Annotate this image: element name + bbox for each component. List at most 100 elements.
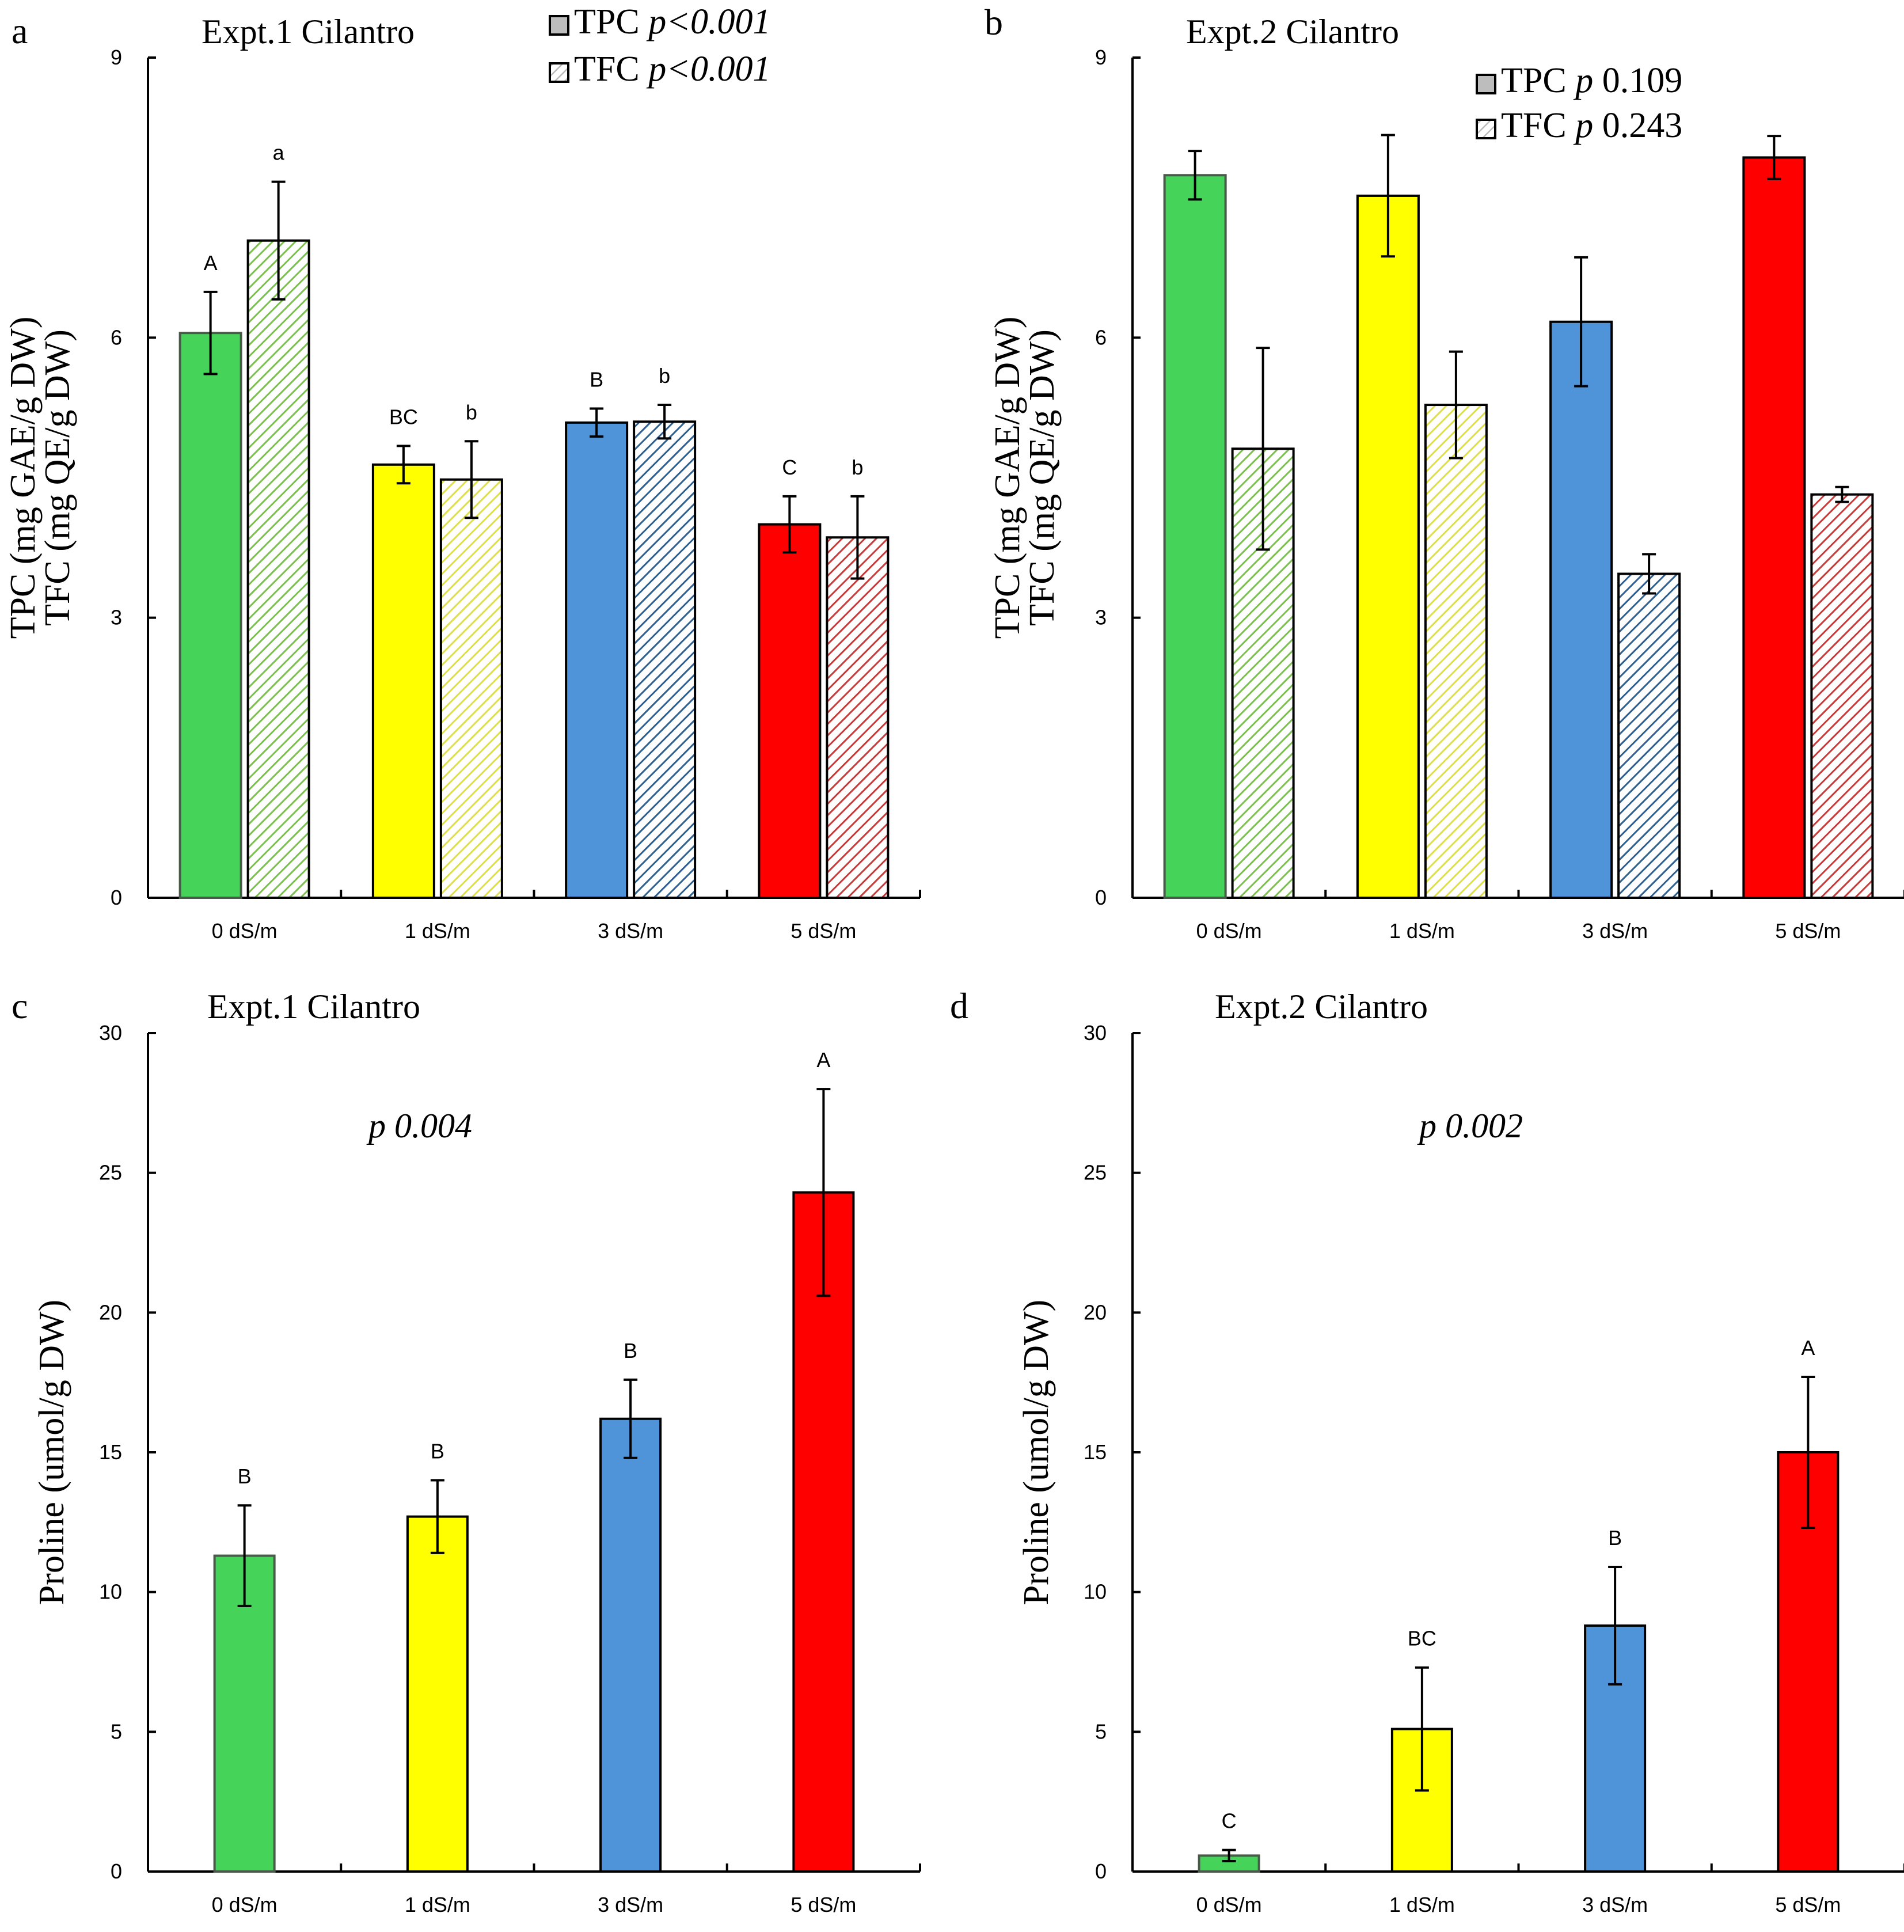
y-tick-label: 20 (1084, 1300, 1107, 1324)
y-tick-label: 3 (111, 606, 122, 629)
y-tick-label: 5 (111, 1720, 122, 1743)
legend-label: TPC p<0.001 (574, 2, 771, 41)
y-tick-label: 3 (1095, 606, 1107, 629)
x-tick-label: 5 dS/m (1775, 919, 1841, 943)
x-tick-label: 1 dS/m (405, 919, 470, 943)
x-tick-label: 0 dS/m (1196, 919, 1262, 943)
significance-letter: B (624, 1339, 637, 1362)
bar-proline-2 (599, 1417, 662, 1873)
y-tick-label: 25 (1084, 1161, 1107, 1185)
significance-letter: a (273, 141, 285, 165)
x-tick-label: 5 dS/m (791, 1893, 856, 1916)
panel-a: a Expt.1 Cilantro TPC (mg GAE/g DW)TFC (mg… (3, 2, 921, 943)
y-tick-label: 30 (99, 1021, 122, 1045)
significance-letter: b (852, 456, 863, 479)
panel-c: c Expt.1 Cilantro Proline (umol/g DW) 0 5 10 1… (12, 985, 921, 1916)
significance-letter: A (204, 251, 218, 275)
y-tick-label: 0 (111, 1859, 122, 1883)
x-tick-label: 5 dS/m (1775, 1893, 1841, 1916)
legend-label: TPC p 0.109 (1501, 61, 1682, 100)
significance-letter: BC (389, 405, 418, 428)
x-tick-label: 0 dS/m (212, 1893, 278, 1916)
y-tick-label: 20 (99, 1300, 122, 1324)
bar-tpc-2 (1549, 320, 1613, 899)
panel-letter: a (12, 10, 28, 51)
x-tick-label: 3 dS/m (598, 1893, 663, 1916)
x-tick-label: 3 dS/m (598, 919, 663, 943)
p-value-annotation: p 0.002 (1417, 1107, 1523, 1145)
y-tick-label: 0 (1095, 1859, 1107, 1883)
panel-letter: b (985, 2, 1003, 43)
y-tick-label: 25 (99, 1161, 122, 1185)
legend-swatch-tfc (549, 62, 569, 83)
panel-letter: d (950, 985, 968, 1026)
bar-tfc-1 (439, 478, 503, 899)
panel-b: b Expt.2 Cilantro TPC (mg GAE/g DW)TFC (mg… (985, 2, 1904, 943)
significance-letter: B (431, 1440, 444, 1463)
bar-proline-0 (213, 1554, 276, 1873)
y-axis-label: TPC (mg GAE/g DW) (3, 317, 43, 639)
y-tick-label: 15 (99, 1440, 122, 1464)
significance-letter: BC (1408, 1627, 1436, 1650)
x-tick-label: 3 dS/m (1582, 919, 1648, 943)
legend-swatch-tpc (549, 15, 569, 36)
significance-letter: C (782, 456, 797, 479)
y-axis-label: TPC (mg GAE/g DW) (988, 317, 1027, 639)
panel-d: d Expt.2 Cilantro Proline (umol/g DW) 0 5 10 1… (950, 985, 1904, 1916)
bar-tfc-3 (826, 536, 890, 899)
significance-letter: b (466, 400, 477, 424)
p-value-annotation: p 0.004 (366, 1107, 472, 1145)
x-tick-label: 0 dS/m (212, 919, 278, 943)
chart-title: Expt.1 Cilantro (207, 988, 420, 1026)
y-tick-label: 6 (1095, 325, 1107, 349)
bar-tpc-1 (1356, 194, 1420, 899)
y-tick-label: 9 (1095, 45, 1107, 69)
bar-tpc-1 (371, 463, 435, 899)
legend-swatch-tpc (1476, 74, 1496, 94)
significance-letter: B (238, 1464, 252, 1488)
bar-tfc-2 (1617, 572, 1681, 899)
significance-letter: B (1608, 1526, 1622, 1550)
bar-tfc-3 (1810, 493, 1874, 899)
significance-letter: A (1801, 1336, 1815, 1360)
y-tick-label: 9 (111, 45, 122, 69)
bar-tpc-3 (1742, 156, 1806, 899)
chart-title: Expt.1 Cilantro (202, 13, 415, 51)
legend-swatch-tfc (1476, 119, 1496, 139)
significance-letter: b (659, 364, 670, 388)
x-tick-label: 1 dS/m (1389, 1893, 1455, 1916)
x-tick-label: 1 dS/m (405, 1893, 470, 1916)
y-tick-label: 6 (111, 325, 122, 349)
x-tick-label: 1 dS/m (1389, 919, 1455, 943)
panel-letter: c (12, 985, 28, 1026)
legend-label: TFC p 0.243 (1501, 106, 1682, 145)
bar-tfc-2 (633, 420, 697, 899)
y-axis-label: TFC (mg QE/g DW) (38, 329, 77, 626)
y-axis-label: Proline (umol/g DW) (1017, 1300, 1056, 1605)
x-tick-label: 0 dS/m (1196, 1893, 1262, 1916)
y-axis-label: TFC (mg QE/g DW) (1023, 329, 1062, 626)
y-tick-label: 5 (1095, 1720, 1107, 1743)
y-tick-label: 10 (1084, 1580, 1107, 1604)
x-tick-label: 5 dS/m (791, 919, 856, 943)
y-tick-label: 15 (1084, 1440, 1107, 1464)
chart-title: Expt.2 Cilantro (1215, 988, 1428, 1026)
x-tick-label: 3 dS/m (1582, 1893, 1648, 1916)
bar-tfc-0 (246, 239, 310, 899)
significance-letter: B (590, 368, 603, 392)
bar-proline-1 (406, 1515, 469, 1873)
chart-title: Expt.2 Cilantro (1186, 13, 1399, 51)
bar-tpc-3 (758, 523, 822, 899)
y-tick-label: 0 (1095, 886, 1107, 909)
significance-letter: A (816, 1048, 830, 1072)
y-axis-label: Proline (umol/g DW) (32, 1300, 71, 1605)
y-tick-label: 30 (1084, 1021, 1107, 1045)
bar-tpc-0 (1163, 174, 1227, 899)
legend-label: TFC p<0.001 (574, 50, 771, 89)
y-tick-label: 0 (111, 886, 122, 909)
bar-tpc-2 (565, 421, 629, 899)
y-tick-label: 10 (99, 1580, 122, 1604)
significance-letter: C (1222, 1809, 1237, 1833)
bar-tpc-0 (178, 332, 242, 899)
